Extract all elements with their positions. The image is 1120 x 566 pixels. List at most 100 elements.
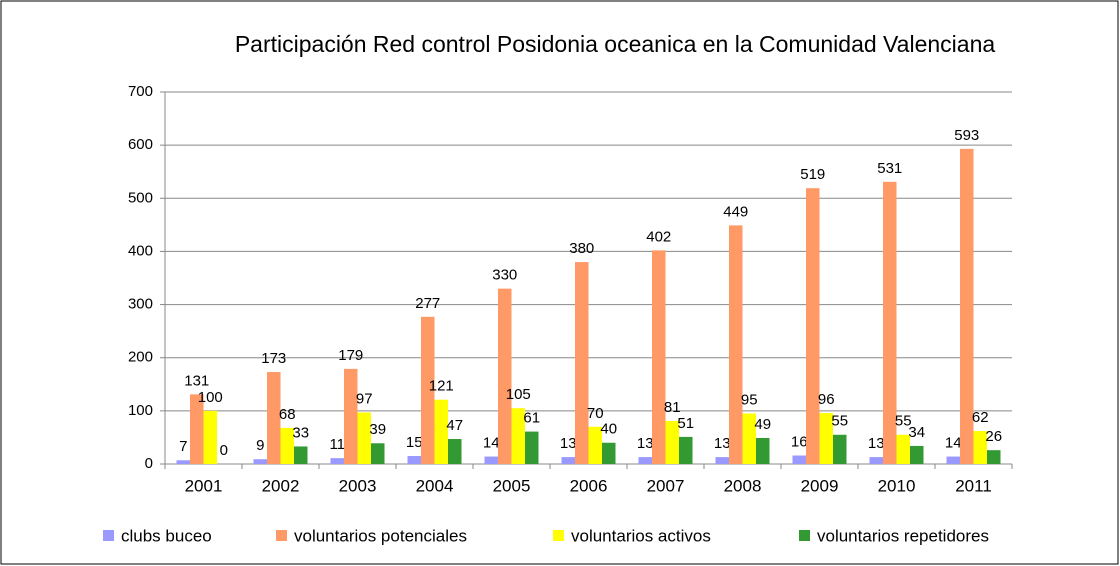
- bar: [267, 372, 281, 464]
- data-label: 51: [677, 415, 694, 432]
- bar: [511, 408, 525, 464]
- data-label: 95: [741, 391, 758, 408]
- data-label: 179: [338, 347, 363, 364]
- bar: [806, 188, 820, 464]
- data-label: 131: [184, 372, 209, 389]
- y-tick-label: 600: [128, 136, 153, 153]
- bar: [910, 445, 924, 464]
- data-label: 15: [406, 434, 423, 451]
- bar: [407, 456, 421, 464]
- data-label: 61: [523, 410, 540, 427]
- bar: [602, 442, 616, 464]
- data-label: 449: [723, 203, 748, 220]
- bar: [525, 431, 539, 464]
- x-tick-label: 2010: [878, 476, 916, 495]
- legend-swatch: [276, 530, 287, 541]
- data-label: 34: [908, 424, 925, 441]
- data-label: 62: [972, 409, 989, 426]
- legend-swatch: [799, 530, 810, 541]
- data-label: 14: [945, 435, 962, 452]
- data-label: 81: [664, 399, 681, 416]
- x-tick-label: 2002: [262, 476, 300, 495]
- bar: [498, 288, 512, 464]
- data-label: 13: [637, 435, 654, 452]
- chart-title: Participación Red control Posidonia ocea…: [235, 31, 996, 57]
- bar: [484, 456, 498, 464]
- data-label: 55: [895, 413, 912, 430]
- bar: [448, 439, 462, 464]
- x-tick-label: 2006: [570, 476, 608, 495]
- bar: [330, 458, 344, 464]
- y-tick-label: 300: [128, 296, 153, 313]
- data-label: 16: [791, 433, 808, 450]
- data-label: 380: [569, 240, 594, 257]
- data-label: 40: [600, 421, 617, 438]
- bar: [294, 446, 308, 464]
- data-label: 96: [818, 391, 835, 408]
- data-label: 97: [356, 390, 373, 407]
- data-label: 100: [198, 389, 223, 406]
- bar: [203, 410, 217, 464]
- bar: [946, 456, 960, 464]
- legend-swatch: [103, 530, 114, 541]
- data-label: 330: [492, 267, 517, 284]
- bar: [357, 412, 371, 464]
- bar: [652, 250, 666, 464]
- bar: [344, 368, 358, 464]
- bar: [960, 148, 974, 464]
- bar: [869, 457, 883, 464]
- bar: [665, 420, 679, 464]
- data-label: 39: [369, 421, 386, 438]
- bar: [280, 427, 294, 464]
- legend-label: clubs buceo: [121, 526, 212, 545]
- x-tick-label: 2008: [724, 476, 762, 495]
- data-label: 13: [560, 435, 577, 452]
- legend-label: voluntarios potenciales: [294, 526, 467, 545]
- bar: [253, 459, 267, 464]
- data-label: 11: [329, 436, 345, 453]
- data-label: 277: [415, 295, 440, 312]
- x-tick-label: 2003: [339, 476, 377, 495]
- data-label: 173: [261, 350, 286, 367]
- data-label: 49: [754, 416, 771, 433]
- data-label: 519: [800, 166, 825, 183]
- bar: [434, 399, 448, 464]
- bar: [973, 431, 987, 464]
- bar: [833, 434, 847, 464]
- bar: [896, 434, 910, 464]
- data-label: 13: [714, 435, 731, 452]
- bar: [742, 413, 756, 464]
- data-label: 402: [646, 228, 671, 245]
- data-label: 593: [954, 127, 979, 144]
- data-label: 47: [446, 417, 463, 434]
- data-label: 68: [279, 406, 296, 423]
- y-tick-label: 400: [128, 242, 153, 259]
- bar: [588, 426, 602, 464]
- y-tick-label: 700: [128, 83, 153, 100]
- bar: [575, 262, 589, 464]
- bar: [421, 316, 435, 464]
- x-tick-label: 2009: [801, 476, 839, 495]
- bar: [883, 181, 897, 464]
- bar: [638, 457, 652, 464]
- data-label: 531: [877, 160, 902, 177]
- data-label: 33: [292, 424, 309, 441]
- x-tick-label: 2007: [647, 476, 685, 495]
- bar: [371, 443, 385, 464]
- data-label: 121: [429, 378, 454, 395]
- x-tick-label: 2001: [185, 476, 223, 495]
- bar: [987, 450, 1001, 464]
- data-label: 70: [587, 405, 604, 422]
- data-label: 55: [831, 413, 848, 430]
- bar: [756, 437, 770, 464]
- bar: [729, 225, 743, 464]
- y-tick-label: 0: [145, 455, 153, 472]
- data-label: 14: [483, 435, 500, 452]
- data-label: 0: [220, 442, 228, 459]
- bar: [819, 412, 833, 464]
- bar: [679, 436, 693, 464]
- bar: [190, 394, 204, 464]
